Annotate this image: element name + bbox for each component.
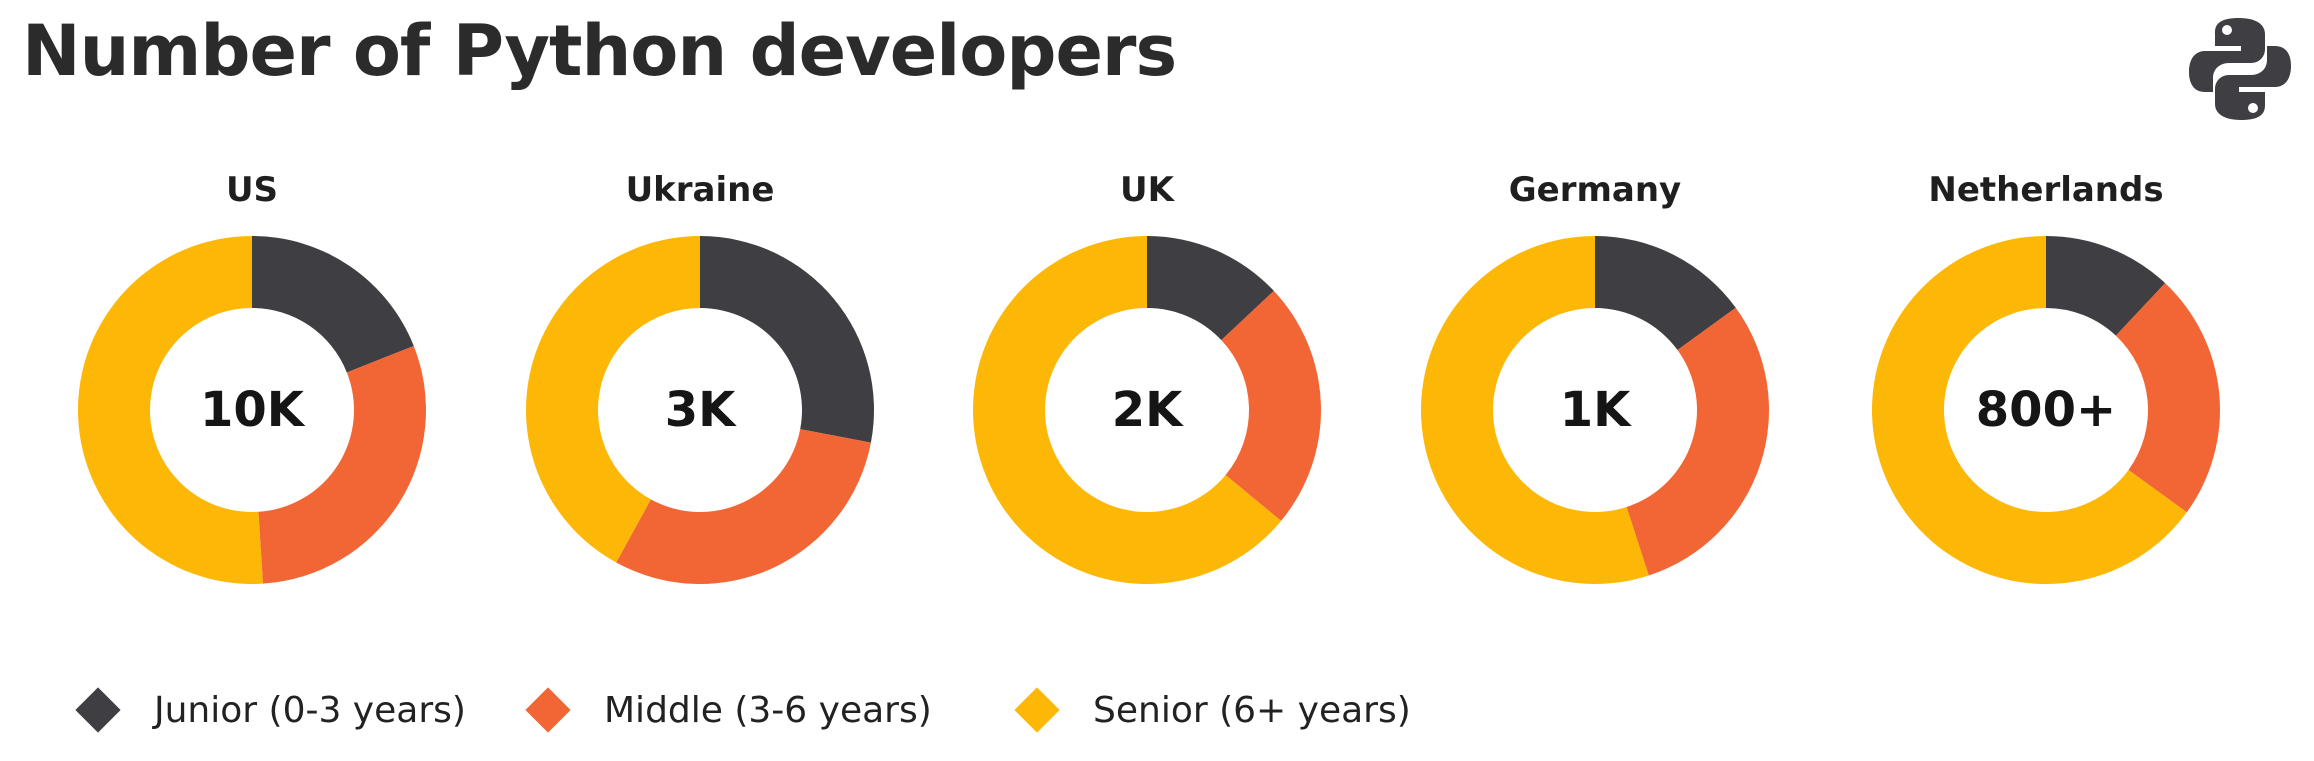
donut-svg (973, 236, 1321, 584)
slice-senior (526, 236, 700, 563)
donut-svg (1421, 236, 1769, 584)
slice-junior (252, 236, 414, 373)
slice-middle (1221, 290, 1321, 521)
slice-junior (2046, 236, 2166, 336)
donut-chart-2: UK 2K (967, 165, 1327, 584)
center-total-label: 10K (200, 382, 304, 438)
legend-marker-middle (525, 687, 571, 733)
slice-middle (1626, 307, 1769, 576)
donut-svg (526, 236, 874, 584)
slice-senior (973, 236, 1282, 584)
legend-label-junior: Junior (0-3 years) (154, 689, 466, 731)
donut-chart-0: US 10K (72, 165, 432, 584)
slice-senior (78, 236, 263, 584)
donut-svg (1872, 236, 2220, 584)
slice-junior (700, 236, 874, 443)
chart-title: US (225, 170, 279, 210)
legend-marker-senior (1014, 687, 1060, 733)
slice-middle (2115, 283, 2220, 513)
chart-title: Netherlands (1928, 170, 2164, 210)
center-total-label: 800+ (1975, 382, 2117, 438)
center-total-label: 3K (664, 382, 736, 438)
donut-chart-3: Germany 1K (1415, 165, 1775, 584)
donut-svg (78, 236, 426, 584)
donut-chart-4: Netherlands 800+ (1866, 165, 2226, 584)
legend-item-junior: Junior (0-3 years) (75, 680, 466, 740)
slice-senior (1872, 236, 2187, 584)
legend-item-middle: Middle (3-6 years) (525, 680, 932, 740)
slice-senior (1421, 236, 1649, 584)
legend-label-middle: Middle (3-6 years) (604, 689, 932, 731)
page-title: Number of Python developers (22, 10, 1177, 92)
legend-item-senior: Senior (6+ years) (1014, 680, 1411, 740)
slice-junior (1595, 236, 1736, 351)
legend-label-senior: Senior (6+ years) (1093, 689, 1411, 731)
chart-title: Germany (1508, 170, 1682, 210)
slice-middle (258, 345, 426, 584)
python-logo-icon (2189, 18, 2291, 120)
center-total-label: 2K (1111, 382, 1183, 438)
chart-title: Ukraine (625, 170, 775, 210)
chart-title: UK (1120, 170, 1174, 210)
slice-junior (1147, 236, 1274, 341)
donut-chart-1: Ukraine 3K (520, 165, 880, 584)
slice-middle (616, 429, 871, 584)
center-total-label: 1K (1559, 382, 1631, 438)
legend: Junior (0-3 years) Middle (3-6 years) Se… (0, 680, 2314, 740)
legend-marker-junior (75, 687, 121, 733)
